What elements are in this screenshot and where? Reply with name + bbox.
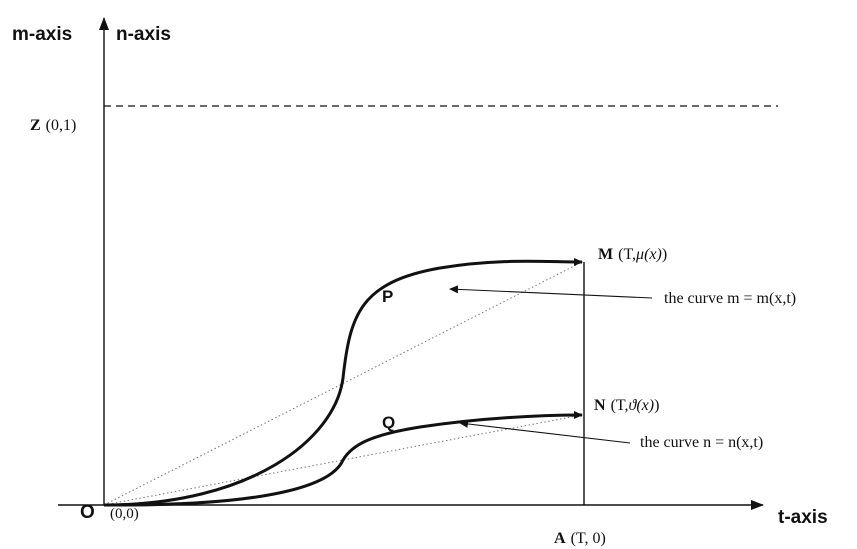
curve-m-annotation: the curve m = m(x,t) [664, 290, 796, 307]
point-z-label: Z (0,1) [30, 117, 76, 134]
point-n-label: N (T,ϑ(x)) [594, 397, 659, 414]
m-axis-label: m-axis [12, 24, 72, 45]
annotation-arrow-m [449, 285, 653, 299]
curve-n-annotation: the curve n = n(x,t) [640, 434, 763, 451]
point-q-label: Q [382, 413, 395, 432]
point-m-label: M (T,μ(x)) [598, 246, 667, 263]
t-axis-label: t-axis [778, 507, 828, 528]
n-axis-label: n-axis [116, 24, 171, 45]
dotted-chord-on [103, 414, 583, 506]
point-p-label: P [382, 287, 393, 306]
curve-m [103, 257, 583, 507]
point-a-label: A (T, 0) [554, 530, 606, 547]
point-o-label: O [80, 502, 95, 523]
curve-n [103, 411, 583, 507]
annotation-arrow-n [459, 419, 631, 444]
point-o-coords: (0,0) [110, 506, 139, 522]
